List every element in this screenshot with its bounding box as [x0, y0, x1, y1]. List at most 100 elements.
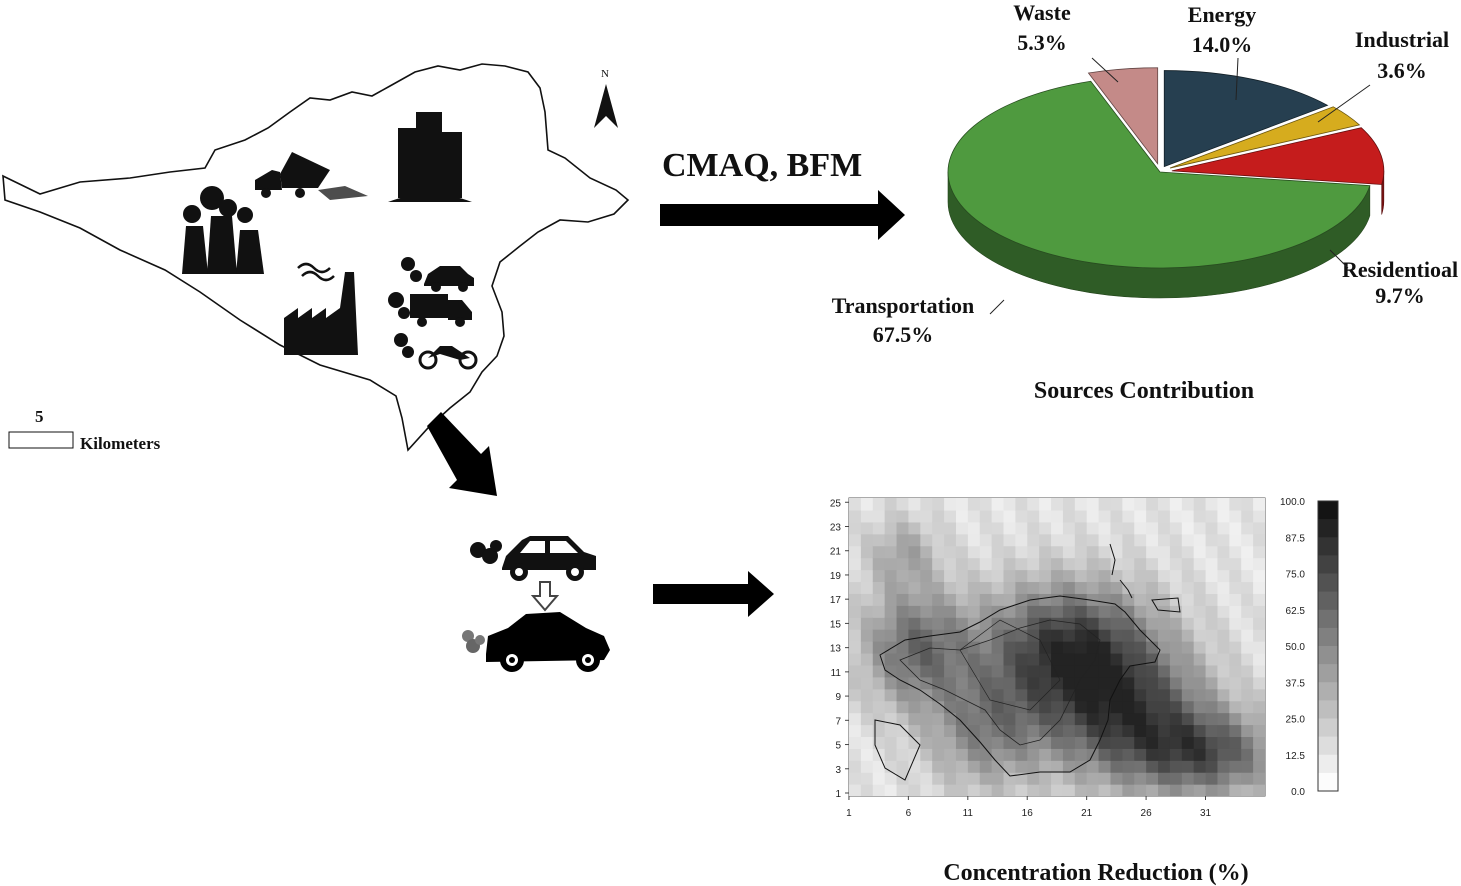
heatmap-cell [1253, 760, 1265, 773]
heatmap-cell [1110, 509, 1123, 523]
heatmap-cell [849, 700, 862, 714]
heatmap-cell [1027, 760, 1040, 773]
scale-value: 5 [35, 407, 44, 426]
heatmap-cell [932, 533, 945, 547]
heatmap-cell [1098, 724, 1112, 737]
heatmap-cell [1229, 605, 1242, 618]
heatmap-cell [979, 724, 993, 737]
heatmap-cell [884, 498, 898, 511]
heatmap-cell [1062, 688, 1076, 702]
heatmap-cell [1039, 736, 1052, 749]
heatmap-cell [967, 557, 981, 571]
heatmap-cell [1134, 569, 1147, 583]
heatmap-cell [1027, 724, 1040, 737]
heatmap-cell [979, 545, 993, 559]
heatmap-cell [1205, 664, 1219, 678]
heatmap-cell [1074, 557, 1088, 571]
heatmap-cell [1003, 557, 1016, 571]
heatmap-cell [849, 617, 862, 630]
heatmap-cell [1158, 772, 1171, 785]
heatmap-cell [1134, 724, 1147, 737]
heatmap-cell [1181, 784, 1195, 796]
heatmap-cell [967, 533, 981, 547]
heatmap-cell [991, 509, 1005, 523]
heatmap-cell [884, 641, 898, 654]
heatmap-cell [1241, 521, 1254, 535]
heatmap-cell [872, 700, 886, 714]
heatmap-cell [967, 772, 981, 785]
pie-label-waste: Waste [1013, 0, 1071, 25]
heatmap-cell [1205, 509, 1219, 523]
heatmap-cell [1158, 545, 1171, 559]
heatmap-cell [1051, 545, 1064, 559]
heatmap-cell [1169, 569, 1183, 583]
heatmap-cell [1229, 748, 1242, 761]
heatmap-cell [1146, 688, 1159, 702]
sources-pie-chart: Waste 5.3% Energy 14.0% Industrial 3.6% Reside… [832, 0, 1458, 347]
heatmap-cell [884, 724, 898, 737]
heatmap-cell [860, 712, 874, 726]
heatmap-cell [967, 784, 981, 796]
heatmap-cell [1027, 569, 1040, 583]
heatmap-cell [884, 784, 898, 796]
heatmap-cell [1098, 772, 1112, 785]
heatmap-cell [1015, 664, 1028, 678]
heatmap-cell [1003, 593, 1016, 606]
heatmap-cell [1146, 772, 1159, 785]
heatmap-cell [1158, 521, 1171, 535]
heatmap-cell [896, 784, 910, 796]
heatmap-cell [944, 545, 957, 559]
heatmap-cell [1039, 521, 1052, 535]
heatmap-cell [1229, 581, 1242, 594]
pie-slice-transportation [947, 80, 1371, 299]
heatmap-cell [1253, 545, 1265, 559]
heatmap-cell [1169, 748, 1183, 761]
heatmap-cell [1051, 533, 1064, 547]
heatmap-cell [1098, 557, 1112, 571]
heatmap-cell [849, 784, 862, 796]
heatmap-cell [1062, 533, 1076, 547]
heatmap-cell [1015, 509, 1028, 523]
heatmap-cell [1122, 629, 1135, 642]
heatmap-cell [1051, 724, 1064, 737]
heatmap-y-tick: 9 [835, 692, 841, 703]
heatmap-cell [1039, 593, 1052, 606]
heatmap-cell [849, 593, 862, 606]
heatmap-cell [1098, 736, 1112, 749]
heatmap-cell [1051, 569, 1064, 583]
heatmap-cell [1229, 664, 1242, 678]
heatmap-cell [1229, 724, 1242, 737]
heatmap-cell [908, 605, 921, 618]
heatmap-cell [908, 700, 921, 714]
heatmap-cell [1051, 521, 1064, 535]
heatmap-cell [872, 629, 886, 642]
heatmap-cell [1003, 641, 1016, 654]
heatmap-cell [1062, 641, 1076, 654]
heatmap-cell [1122, 641, 1135, 654]
heatmap-cell [955, 688, 969, 702]
heatmap-cell [1134, 760, 1147, 773]
heatmap-cell [1122, 533, 1135, 547]
heatmap-cell [1098, 533, 1112, 547]
heatmap-cell [1146, 629, 1159, 642]
heatmap-cell [991, 557, 1005, 571]
heatmap-cell [1134, 593, 1147, 606]
pie-leader-line [989, 299, 1005, 315]
heatmap-cell [1158, 652, 1171, 666]
heatmap-cell [1146, 557, 1159, 571]
heatmap-cell [1051, 617, 1064, 630]
heatmap-cell [1181, 641, 1195, 654]
heatmap-cell [1062, 557, 1076, 571]
heatmap-cell [1122, 498, 1135, 511]
heatmap-cell [991, 676, 1005, 690]
heatmap-cell [1051, 641, 1064, 654]
heatmap-cell [1110, 593, 1123, 606]
heatmap-cell [1217, 784, 1230, 796]
heatmap-cell [1169, 736, 1183, 749]
heatmap-cell [1086, 533, 1100, 547]
heatmap-cell [920, 712, 933, 726]
heatmap-cell [1229, 545, 1242, 559]
heatmap-cell [1169, 593, 1183, 606]
heatmap-cell [908, 760, 921, 773]
heatmap-cell [1015, 533, 1028, 547]
